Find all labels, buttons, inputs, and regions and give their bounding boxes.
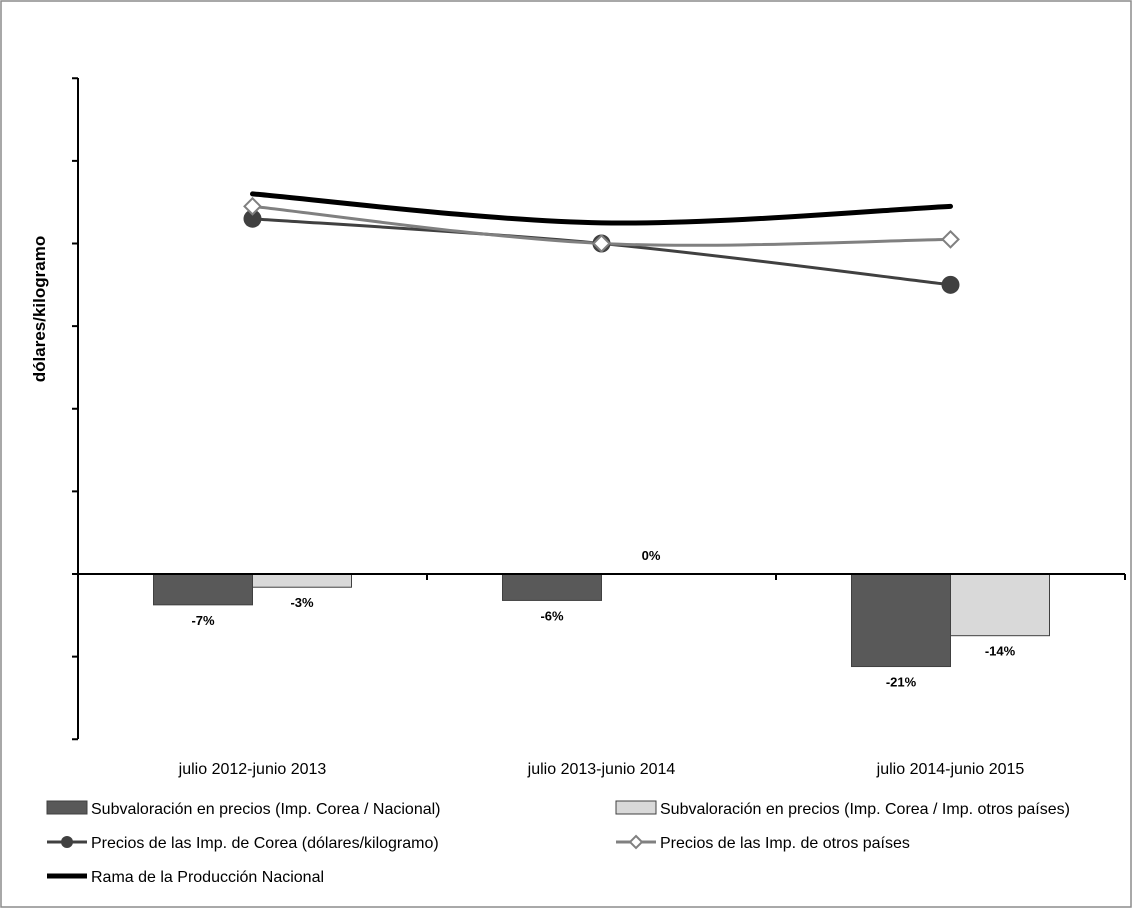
legend-item-5: Rama de la Producción Nacional: [47, 869, 324, 886]
legend-marker: [628, 834, 644, 850]
category-label-2: julio 2013-junio 2014: [527, 761, 676, 778]
bar-series1-2: [502, 573, 602, 601]
bar-label-series1-2: -6%: [540, 608, 564, 623]
bar-series2-3: [950, 573, 1050, 637]
line-point-series-2-2: [592, 234, 611, 253]
bar-layer: [153, 573, 1050, 668]
legend-label: Precios de las Imp. de otros países: [660, 835, 910, 852]
bar-series1-1: [153, 573, 253, 606]
legend-item-4: Precios de las Imp. de otros países: [616, 834, 910, 852]
legend-item-2: Subvaloración en precios (Imp. Corea / I…: [615, 800, 1070, 818]
legend-item-3: Precios de las Imp. de Corea (dólares/ki…: [47, 835, 439, 852]
legend-label: Precios de las Imp. de Corea (dólares/ki…: [91, 835, 439, 852]
legend: Subvaloración en precios (Imp. Corea / N…: [46, 800, 1070, 886]
bar-data-labels: -7% -6% -21% -3% 0% -14%: [191, 548, 1015, 690]
legend-label: Subvaloración en precios (Imp. Corea / N…: [91, 801, 441, 818]
line-point-series-2-1: [243, 196, 262, 216]
line-point-series-2-3: [941, 229, 960, 249]
line-point-series-1-1: [243, 209, 262, 228]
category-label-3: julio 2014-junio 2015: [876, 761, 1025, 778]
bar-label-series2-1: -3%: [290, 595, 314, 610]
legend-label: Subvaloración en precios (Imp. Corea / I…: [660, 801, 1070, 818]
legend-marker: [61, 836, 73, 848]
bar-label-series2-2: 0%: [642, 548, 661, 563]
bar-label-series1-3: -21%: [886, 675, 917, 690]
line-series-3: [250, 191, 953, 226]
category-label-1: julio 2012-junio 2013: [178, 761, 327, 778]
bar-series1-3: [851, 573, 951, 668]
legend-label: Rama de la Producción Nacional: [91, 869, 324, 886]
legend-item-1: Subvaloración en precios (Imp. Corea / N…: [46, 800, 441, 818]
y-axis-label: dólares/kilogramo: [30, 236, 49, 382]
legend-swatch: [46, 800, 88, 815]
x-axis-ticks: [426, 574, 1126, 580]
line-layer: [243, 191, 960, 294]
line-point-series-1-3: [941, 275, 960, 294]
legend-swatch: [615, 800, 657, 815]
category-labels: julio 2012-junio 2013 julio 2013-junio 20…: [178, 761, 1025, 778]
bar-series2-1: [252, 573, 352, 588]
bar-label-series2-3: -14%: [985, 644, 1016, 659]
y-axis-ticks: [72, 77, 78, 741]
bar-label-series1-1: -7%: [191, 613, 215, 628]
